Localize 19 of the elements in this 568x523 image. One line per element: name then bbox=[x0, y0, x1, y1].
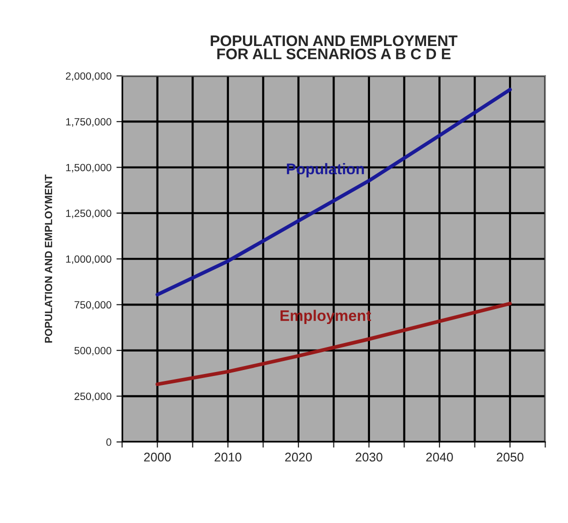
y-tick-label: 1,750,000 bbox=[66, 118, 112, 127]
y-tick-label: 1,500,000 bbox=[66, 164, 112, 172]
y-tick-label: 0 bbox=[106, 438, 112, 446]
line-series bbox=[156, 88, 512, 296]
x-tick-label: 2040 bbox=[426, 452, 453, 462]
x-tick-label: 2020 bbox=[285, 452, 312, 462]
chart-title: POPULATION AND EMPLOYMENT FOR ALL SCENARIOS A B C D E bbox=[210, 35, 458, 60]
y-tick-label: 500,000 bbox=[74, 346, 112, 356]
line-series bbox=[156, 302, 512, 386]
y-tick-label: 2,000,000 bbox=[66, 72, 112, 81]
x-tick-label: 2030 bbox=[356, 452, 382, 462]
y-axis-title: POPULATION AND EMPLOYMENT bbox=[44, 174, 52, 343]
x-tick-label: 2000 bbox=[144, 452, 171, 462]
x-tick-label: 2010 bbox=[214, 452, 242, 462]
y-tick-label: 750,000 bbox=[74, 301, 112, 310]
y-tick-label: 1,250,000 bbox=[66, 210, 112, 218]
x-tick-label: 2050 bbox=[496, 452, 524, 462]
y-tick-label: 250,000 bbox=[74, 392, 112, 402]
y-tick-label: 1,000,000 bbox=[66, 255, 112, 264]
